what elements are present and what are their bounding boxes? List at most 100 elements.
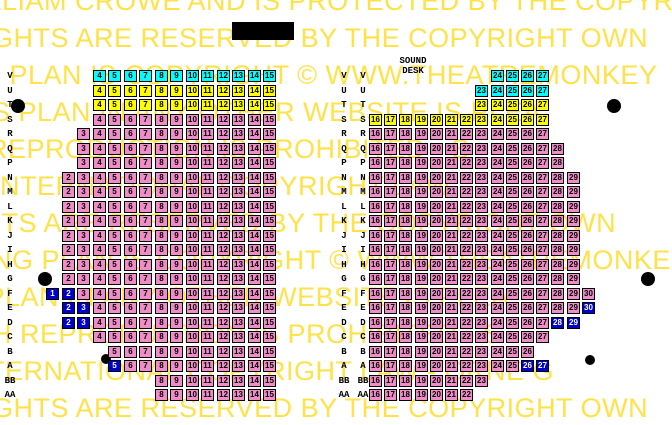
seat-left-E-6[interactable]: 6 [124, 302, 137, 314]
seat-right-AA-16[interactable]: 16 [369, 389, 382, 401]
seat-right-H-27[interactable]: 27 [536, 259, 549, 271]
seat-left-I-2[interactable]: 2 [62, 244, 75, 256]
seat-left-BB-8[interactable]: 8 [155, 375, 168, 387]
seat-left-F-7[interactable]: 7 [139, 288, 152, 300]
seat-left-AA-8[interactable]: 8 [155, 389, 168, 401]
seat-left-N-13[interactable]: 13 [232, 172, 245, 184]
seat-left-V-10[interactable]: 10 [186, 70, 199, 82]
seat-left-K-8[interactable]: 8 [155, 215, 168, 227]
seat-right-D-29[interactable]: 29 [567, 317, 580, 329]
seat-left-S-14[interactable]: 14 [248, 114, 261, 126]
seat-right-G-23[interactable]: 23 [475, 273, 488, 285]
seat-right-P-20[interactable]: 20 [430, 157, 443, 169]
seat-left-K-13[interactable]: 13 [232, 215, 245, 227]
seat-right-M-19[interactable]: 19 [415, 186, 428, 198]
seat-left-E-13[interactable]: 13 [232, 302, 245, 314]
seat-right-AA-19[interactable]: 19 [415, 389, 428, 401]
seat-right-S-22[interactable]: 22 [460, 114, 473, 126]
seat-left-K-9[interactable]: 9 [170, 215, 183, 227]
seat-right-A-27[interactable]: 27 [536, 360, 549, 372]
seat-left-A-7[interactable]: 7 [139, 360, 152, 372]
seat-right-A-18[interactable]: 18 [399, 360, 412, 372]
seat-left-Q-11[interactable]: 11 [201, 143, 214, 155]
seat-left-Q-7[interactable]: 7 [139, 143, 152, 155]
seat-left-D-4[interactable]: 4 [93, 317, 106, 329]
seat-left-E-12[interactable]: 12 [217, 302, 230, 314]
seat-left-V-9[interactable]: 9 [170, 70, 183, 82]
seat-right-G-16[interactable]: 16 [369, 273, 382, 285]
seat-right-Q-21[interactable]: 21 [445, 143, 458, 155]
seat-right-P-19[interactable]: 19 [415, 157, 428, 169]
seat-left-E-10[interactable]: 10 [186, 302, 199, 314]
seat-right-H-18[interactable]: 18 [399, 259, 412, 271]
seat-right-P-18[interactable]: 18 [399, 157, 412, 169]
seat-right-E-20[interactable]: 20 [430, 302, 443, 314]
seat-right-B-18[interactable]: 18 [399, 346, 412, 358]
seat-right-E-17[interactable]: 17 [384, 302, 397, 314]
seat-right-L-21[interactable]: 21 [445, 201, 458, 213]
seat-right-P-21[interactable]: 21 [445, 157, 458, 169]
seat-right-A-16[interactable]: 16 [369, 360, 382, 372]
seat-right-Q-26[interactable]: 26 [521, 143, 534, 155]
seat-left-C-7[interactable]: 7 [139, 331, 152, 343]
seat-left-N-15[interactable]: 15 [263, 172, 276, 184]
seat-left-V-5[interactable]: 5 [108, 70, 121, 82]
seat-right-F-27[interactable]: 27 [536, 288, 549, 300]
seat-right-M-22[interactable]: 22 [460, 186, 473, 198]
seat-right-Q-22[interactable]: 22 [460, 143, 473, 155]
seat-left-P-12[interactable]: 12 [217, 157, 230, 169]
seat-left-U-15[interactable]: 15 [263, 85, 276, 97]
seat-left-F-6[interactable]: 6 [124, 288, 137, 300]
seat-left-I-5[interactable]: 5 [108, 244, 121, 256]
seat-right-G-24[interactable]: 24 [491, 273, 504, 285]
seat-right-F-25[interactable]: 25 [506, 288, 519, 300]
seat-right-L-23[interactable]: 23 [475, 201, 488, 213]
seat-left-G-11[interactable]: 11 [201, 273, 214, 285]
seat-left-P-3[interactable]: 3 [77, 157, 90, 169]
seat-right-N-22[interactable]: 22 [460, 172, 473, 184]
seat-right-G-21[interactable]: 21 [445, 273, 458, 285]
seat-left-H-6[interactable]: 6 [124, 259, 137, 271]
seat-left-D-3[interactable]: 3 [77, 317, 90, 329]
seat-right-D-16[interactable]: 16 [369, 317, 382, 329]
seat-left-I-9[interactable]: 9 [170, 244, 183, 256]
seat-left-E-4[interactable]: 4 [93, 302, 106, 314]
seat-left-C-9[interactable]: 9 [170, 331, 183, 343]
seat-left-Q-15[interactable]: 15 [263, 143, 276, 155]
seat-left-L-8[interactable]: 8 [155, 201, 168, 213]
seat-right-BB-16[interactable]: 16 [369, 375, 382, 387]
seat-left-G-13[interactable]: 13 [232, 273, 245, 285]
seat-left-AA-14[interactable]: 14 [248, 389, 261, 401]
seat-left-D-10[interactable]: 10 [186, 317, 199, 329]
seat-right-R-27[interactable]: 27 [536, 128, 549, 140]
seat-right-AA-18[interactable]: 18 [399, 389, 412, 401]
seat-left-G-4[interactable]: 4 [93, 273, 106, 285]
seat-left-K-5[interactable]: 5 [108, 215, 121, 227]
seat-right-F-19[interactable]: 19 [415, 288, 428, 300]
seat-left-R-6[interactable]: 6 [124, 128, 137, 140]
seat-right-G-26[interactable]: 26 [521, 273, 534, 285]
seat-right-BB-23[interactable]: 23 [475, 375, 488, 387]
seat-left-U-13[interactable]: 13 [232, 85, 245, 97]
seat-left-J-5[interactable]: 5 [108, 230, 121, 242]
seat-left-K-6[interactable]: 6 [124, 215, 137, 227]
seat-right-V-24[interactable]: 24 [491, 70, 504, 82]
seat-right-S-26[interactable]: 26 [521, 114, 534, 126]
seat-right-P-27[interactable]: 27 [536, 157, 549, 169]
seat-right-B-21[interactable]: 21 [445, 346, 458, 358]
seat-left-P-7[interactable]: 7 [139, 157, 152, 169]
seat-right-A-23[interactable]: 23 [475, 360, 488, 372]
seat-right-S-24[interactable]: 24 [491, 114, 504, 126]
seat-left-D-15[interactable]: 15 [263, 317, 276, 329]
seat-right-E-22[interactable]: 22 [460, 302, 473, 314]
seat-left-F-2[interactable]: 2 [62, 288, 75, 300]
seat-right-G-18[interactable]: 18 [399, 273, 412, 285]
seat-right-E-23[interactable]: 23 [475, 302, 488, 314]
seat-left-G-3[interactable]: 3 [77, 273, 90, 285]
seat-left-U-6[interactable]: 6 [124, 85, 137, 97]
seat-right-L-17[interactable]: 17 [384, 201, 397, 213]
seat-left-K-3[interactable]: 3 [77, 215, 90, 227]
seat-right-B-16[interactable]: 16 [369, 346, 382, 358]
seat-left-A-11[interactable]: 11 [201, 360, 214, 372]
seat-left-F-8[interactable]: 8 [155, 288, 168, 300]
